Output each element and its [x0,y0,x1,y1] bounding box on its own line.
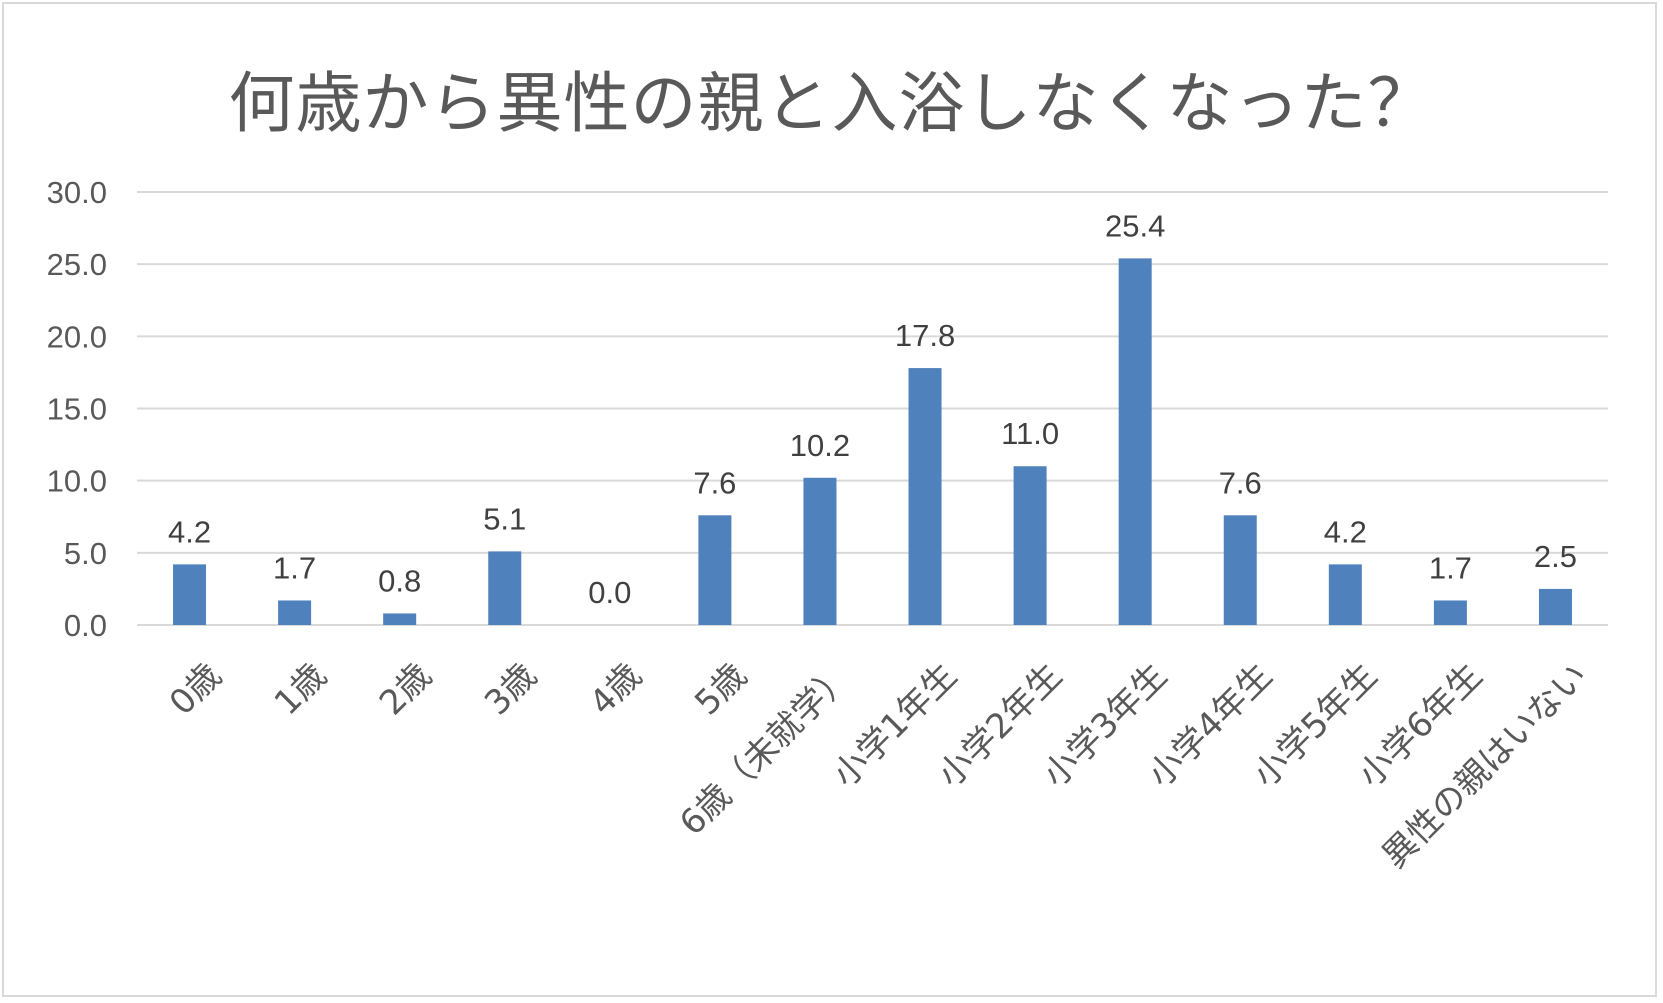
data-label: 4.2 [168,514,211,549]
bar [383,613,417,625]
data-label: 0.0 [588,575,631,610]
bar [1223,515,1257,625]
bar [908,368,942,625]
x-tick-label: 1歳 [267,656,335,724]
bar [803,477,837,625]
y-tick-label: 10.0 [47,464,107,499]
bar [488,551,522,625]
data-label: 2.5 [1534,539,1577,574]
data-label: 0.8 [378,563,421,598]
bar [173,564,207,625]
data-labels: 4.2 1.7 0.8 5.1 0.0 7.6 10.2 17.8 11.0 25.4 7.6 4.2… [168,208,1577,610]
y-tick-label: 15.0 [47,392,107,427]
bar [1538,588,1572,625]
bar [1118,258,1152,625]
bar [698,515,732,625]
x-tick-label: 4歳 [582,656,650,724]
chart-title: 何歳から異性の親と入浴しなくなった？ [228,65,1435,142]
y-tick-label: 30.0 [47,175,107,210]
data-label: 4.2 [1324,514,1367,549]
x-tick-label: 3歳 [477,656,545,724]
data-label: 7.6 [1219,465,1262,500]
y-tick-label: 0.0 [64,608,107,643]
data-label: 10.2 [790,428,850,463]
data-label: 1.7 [273,550,316,585]
gridlines [137,191,1608,626]
data-label: 5.1 [483,501,526,536]
y-tick-label: 5.0 [64,536,107,571]
x-tick-label: 0歳 [162,656,230,724]
bar [1328,564,1362,625]
x-tick-label: 2歳 [372,656,440,724]
bar [1013,466,1047,625]
x-axis-ticks: 0歳 1歳 2歳 3歳 4歳 5歳6歳（未就学）小学1年生小学2年生小学3年生小学4年生小… [162,656,1596,877]
data-label: 1.7 [1429,550,1472,585]
data-label: 25.4 [1105,208,1165,243]
y-tick-label: 25.0 [47,247,107,282]
bar [278,600,312,625]
y-axis-ticks: 0.0 5.0 10.0 15.0 20.0 25.0 30.0 [47,175,107,643]
y-tick-label: 20.0 [47,319,107,354]
bars [173,258,1572,625]
data-label: 7.6 [693,465,736,500]
x-tick-label: 5歳 [687,656,755,724]
bar [1433,600,1467,625]
data-label: 17.8 [895,318,955,353]
data-label: 11.0 [1001,416,1059,451]
